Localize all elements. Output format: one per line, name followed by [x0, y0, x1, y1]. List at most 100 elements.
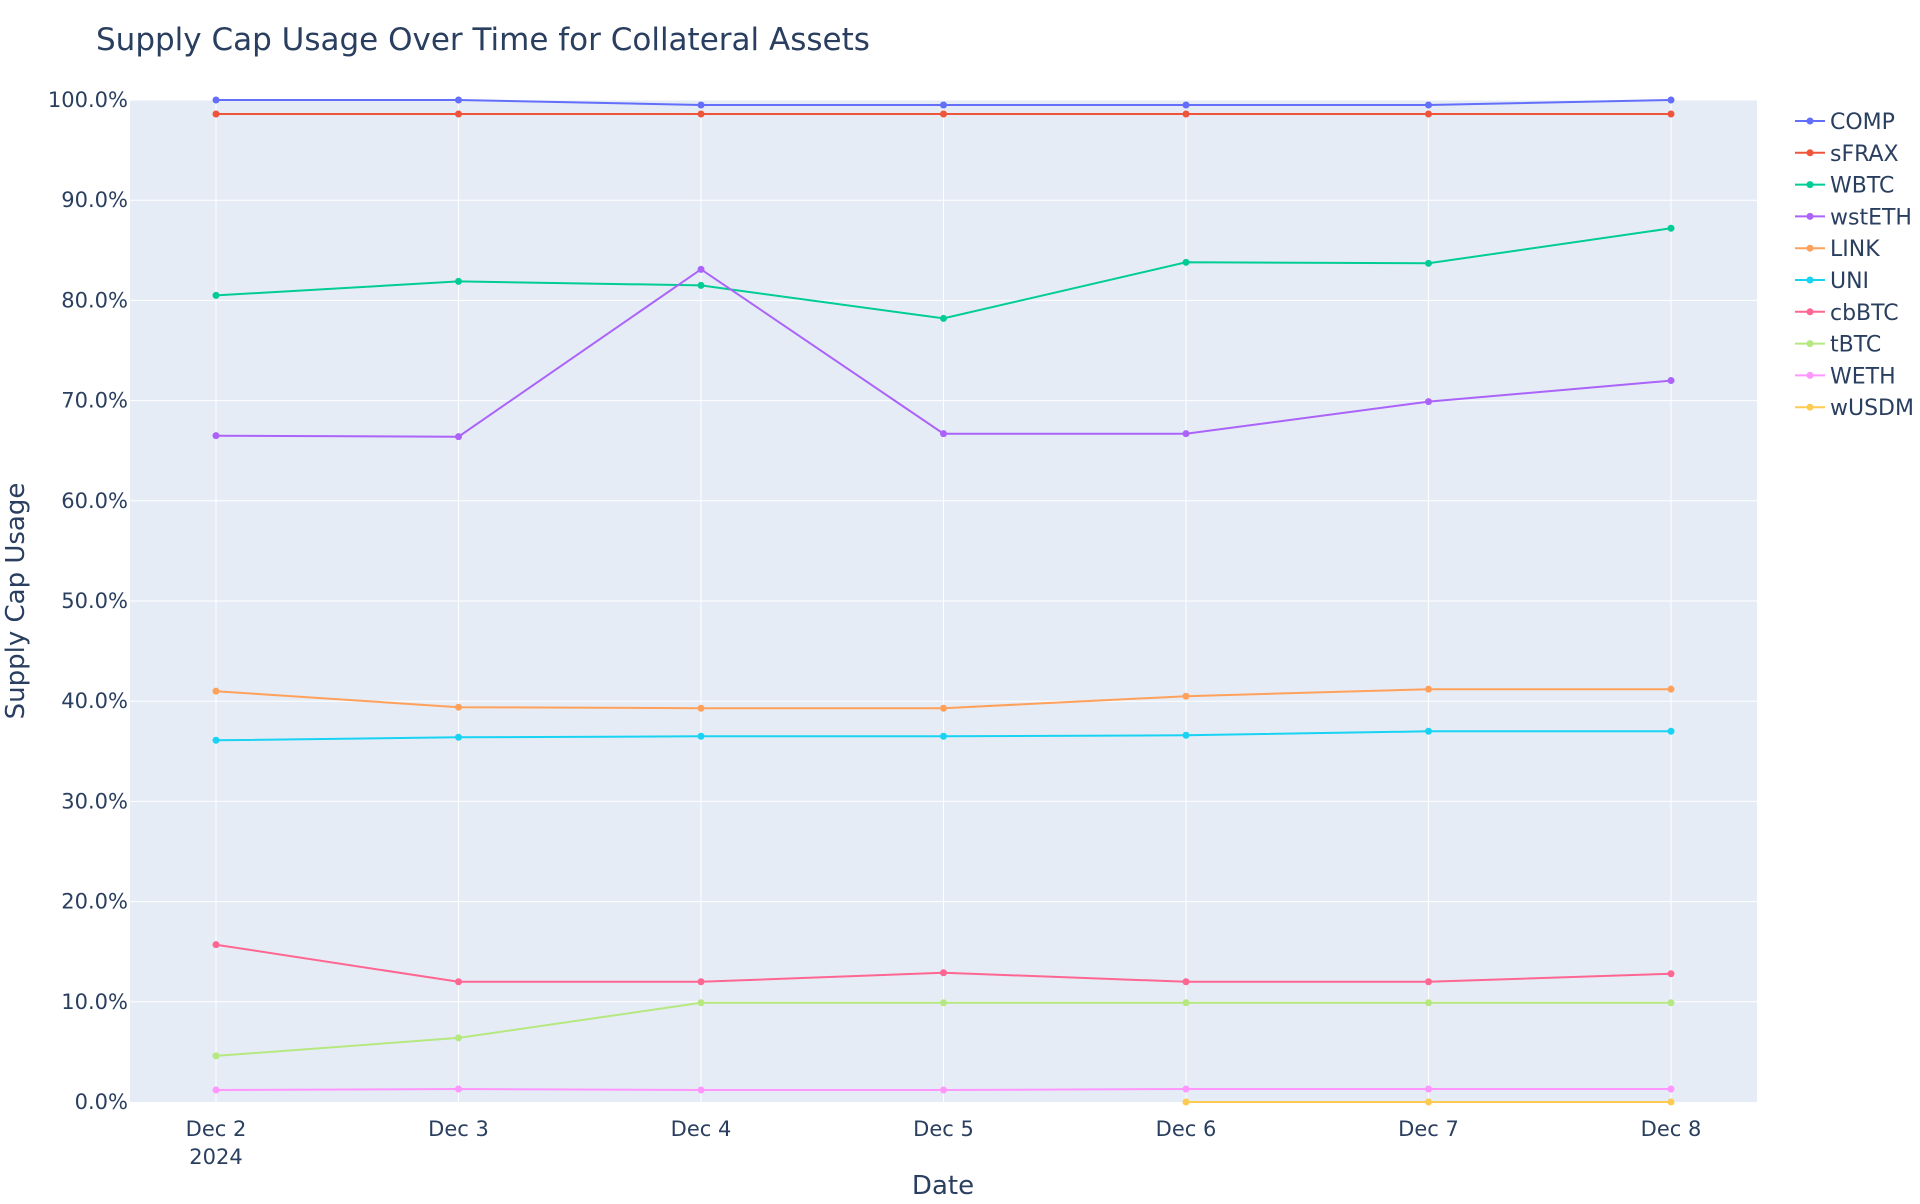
x-tick-label: Dec 4: [671, 1117, 732, 1141]
legend-label-wusdm: wUSDM: [1830, 396, 1914, 421]
data-point-tbtc: [1667, 999, 1675, 1007]
axes: Dec 2 Dec 3 Dec 4 Dec 5 Dec 6 Dec 7 Dec 8 2024 0…: [48, 88, 1701, 1169]
data-point-sfrax: [940, 110, 947, 118]
y-tick-label: 40.0%: [61, 689, 128, 713]
y-tick-label: 50.0%: [61, 589, 128, 613]
legend-label-tbtc: tBTC: [1830, 333, 1881, 358]
data-point-wsteth: [697, 265, 705, 273]
legend-marker-link: [1806, 244, 1814, 252]
x-tick-label: Dec 7: [1398, 1117, 1459, 1141]
data-point-cbbtc: [697, 978, 705, 986]
data-point-wbtc: [1425, 259, 1432, 267]
x-tick-label: Dec 8: [1641, 1117, 1702, 1141]
data-point-tbtc: [1182, 999, 1190, 1007]
data-point-wusdm: [1425, 1098, 1432, 1106]
data-point-link: [212, 687, 220, 695]
data-point-comp: [1667, 96, 1675, 104]
data-point-wusdm: [1182, 1098, 1190, 1106]
data-point-wusdm: [1667, 1098, 1675, 1106]
data-point-weth: [940, 1086, 947, 1094]
data-point-link: [455, 703, 462, 711]
legend-marker-tbtc: [1806, 340, 1814, 348]
data-point-comp: [455, 96, 462, 104]
data-point-cbbtc: [1425, 978, 1432, 986]
data-point-tbtc: [940, 999, 947, 1007]
data-point-wsteth: [1667, 377, 1675, 385]
data-point-link: [940, 704, 947, 712]
y-tick-label: 10.0%: [61, 990, 128, 1014]
data-point-tbtc: [697, 999, 705, 1007]
x-axis-title: Date: [912, 1171, 974, 1200]
data-point-wsteth: [455, 433, 462, 441]
data-point-wbtc: [697, 281, 705, 289]
legend-marker-wbtc: [1806, 181, 1814, 189]
legend-label-sfrax: sFRAX: [1830, 142, 1899, 167]
legend: COMP sFRAX WBTC wstETH LINK UNI cbBTC tBTC WETH w…: [1795, 110, 1914, 421]
data-point-tbtc: [455, 1034, 462, 1042]
legend-marker-comp: [1806, 117, 1814, 125]
legend-marker-uni: [1806, 276, 1814, 284]
legend-label-wsteth: wstETH: [1830, 205, 1912, 230]
data-point-weth: [1667, 1085, 1675, 1093]
data-point-wsteth: [940, 430, 947, 438]
data-point-wsteth: [212, 432, 220, 440]
legend-marker-weth: [1806, 371, 1814, 379]
series-lines: [212, 96, 1675, 1106]
data-point-comp: [697, 101, 705, 109]
legend-label-cbbtc: cbBTC: [1830, 301, 1899, 326]
legend-marker-sfrax: [1806, 149, 1814, 157]
legend-marker-cbbtc: [1806, 308, 1814, 316]
data-point-cbbtc: [1667, 970, 1675, 978]
data-point-comp: [212, 96, 220, 104]
y-tick-label: 100.0%: [48, 88, 128, 112]
data-point-weth: [1182, 1085, 1190, 1093]
legend-marker-wsteth: [1806, 212, 1814, 220]
data-point-wsteth: [1425, 398, 1432, 406]
data-point-weth: [212, 1086, 220, 1094]
y-tick-label: 30.0%: [61, 789, 128, 813]
data-point-comp: [1425, 101, 1432, 109]
y-tick-label: 80.0%: [61, 288, 128, 312]
y-tick-label: 70.0%: [61, 389, 128, 413]
x-tick-label: Dec 3: [428, 1117, 489, 1141]
data-point-wbtc: [1182, 258, 1190, 266]
y-axis-title: Supply Cap Usage: [1, 483, 31, 720]
data-point-comp: [940, 101, 947, 109]
data-point-weth: [1425, 1085, 1432, 1093]
data-point-sfrax: [1182, 110, 1190, 118]
y-tick-label: 0.0%: [75, 1090, 128, 1114]
y-tick-label: 60.0%: [61, 489, 128, 513]
data-point-cbbtc: [212, 941, 220, 949]
data-point-comp: [1182, 101, 1190, 109]
data-point-uni: [697, 732, 705, 740]
data-point-uni: [1425, 727, 1432, 735]
x-year-label: 2024: [189, 1145, 242, 1169]
x-tick-label: Dec 5: [913, 1117, 974, 1141]
data-point-weth: [697, 1086, 705, 1094]
chart-title: Supply Cap Usage Over Time for Collatera…: [96, 22, 870, 58]
data-point-tbtc: [212, 1052, 220, 1060]
data-point-wsteth: [1182, 430, 1190, 438]
legend-label-uni: UNI: [1830, 269, 1869, 294]
data-point-uni: [1667, 727, 1675, 735]
data-point-link: [1425, 685, 1432, 693]
data-point-sfrax: [212, 110, 220, 118]
data-point-link: [697, 704, 705, 712]
data-point-wbtc: [1667, 224, 1675, 232]
data-point-tbtc: [1425, 999, 1432, 1007]
x-tick-label: Dec 6: [1156, 1117, 1217, 1141]
data-point-cbbtc: [455, 978, 462, 986]
data-point-sfrax: [1667, 110, 1675, 118]
legend-label-wbtc: WBTC: [1830, 174, 1894, 199]
legend-marker-wusdm: [1806, 403, 1814, 411]
data-point-link: [1667, 685, 1675, 693]
data-point-wbtc: [940, 314, 947, 322]
data-point-wbtc: [455, 277, 462, 285]
data-point-sfrax: [697, 110, 705, 118]
y-tick-label: 20.0%: [61, 890, 128, 914]
legend-label-link: LINK: [1830, 237, 1880, 262]
data-point-weth: [455, 1085, 462, 1093]
data-point-uni: [1182, 731, 1190, 739]
